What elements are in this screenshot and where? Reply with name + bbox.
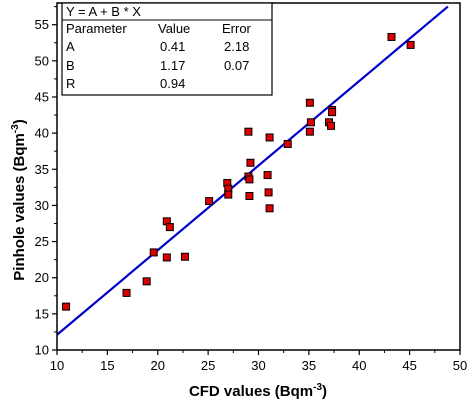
- regression-line: [56, 5, 449, 336]
- y-tick-label: 35: [35, 162, 49, 177]
- x-tick-label: 10: [50, 358, 64, 373]
- data-point: [283, 139, 292, 148]
- data-point: [305, 127, 314, 136]
- row-r-param: R: [66, 76, 75, 91]
- data-point: [162, 253, 171, 262]
- data-point: [149, 248, 158, 257]
- y-tick-label: 25: [35, 234, 49, 249]
- row-b-error: 0.07: [224, 58, 249, 73]
- row-b-param: B: [66, 58, 75, 73]
- x-tick-label: 50: [453, 358, 467, 373]
- header-error: Error: [222, 21, 252, 36]
- data-point: [122, 288, 131, 297]
- header-value: Value: [158, 21, 190, 36]
- row-a-param: A: [66, 39, 75, 54]
- row-r-value: 0.94: [160, 76, 185, 91]
- y-tick-label: 20: [35, 270, 49, 285]
- data-point: [265, 133, 274, 142]
- data-point: [224, 190, 233, 199]
- data-point: [165, 223, 174, 232]
- y-tick-label: 30: [35, 198, 49, 213]
- y-tick-label: 55: [35, 17, 49, 32]
- data-point: [306, 118, 315, 127]
- x-tick-label: 25: [201, 358, 215, 373]
- x-tick-label: 15: [100, 358, 114, 373]
- data-point: [244, 127, 253, 136]
- x-tick-label: 35: [302, 358, 316, 373]
- data-point: [180, 252, 189, 261]
- data-point: [387, 32, 396, 41]
- data-point: [305, 98, 314, 107]
- y-tick-label: 40: [35, 126, 49, 141]
- data-point: [265, 204, 274, 213]
- data-point: [328, 108, 337, 117]
- x-tick-label: 45: [402, 358, 416, 373]
- row-b-value: 1.17: [160, 58, 185, 73]
- y-tick-label: 10: [35, 343, 49, 358]
- y-axis-label: Pinhole values (Bqm-3): [10, 119, 28, 280]
- data-point: [327, 121, 336, 130]
- fit-equation: Y = A + B * X: [66, 4, 141, 19]
- data-point: [246, 158, 255, 167]
- data-points: [62, 32, 415, 311]
- x-axis-label: CFD values (Bqm-3): [189, 382, 327, 400]
- row-a-error: 2.18: [224, 39, 249, 54]
- y-tick-label: 45: [35, 89, 49, 104]
- data-point: [62, 302, 71, 311]
- y-tick-label: 50: [35, 53, 49, 68]
- x-tick-label: 40: [352, 358, 366, 373]
- x-tick-label: 20: [151, 358, 165, 373]
- row-a-value: 0.41: [160, 39, 185, 54]
- data-point: [263, 171, 272, 180]
- data-point: [142, 277, 151, 286]
- data-point: [245, 175, 254, 184]
- regression-stats-box: Y = A + B * X Parameter Value Error A 0.…: [61, 2, 273, 96]
- header-parameter: Parameter: [66, 21, 127, 36]
- data-point: [205, 197, 214, 206]
- x-tick-label: 30: [251, 358, 265, 373]
- data-point: [264, 188, 273, 197]
- y-tick-label: 15: [35, 306, 49, 321]
- data-point: [245, 192, 254, 201]
- tick-labels: 10 15 20 25 30 35 40 45 50 10 15 20 25 30 35 40 45 50 55: [35, 6, 467, 373]
- data-point: [406, 40, 415, 49]
